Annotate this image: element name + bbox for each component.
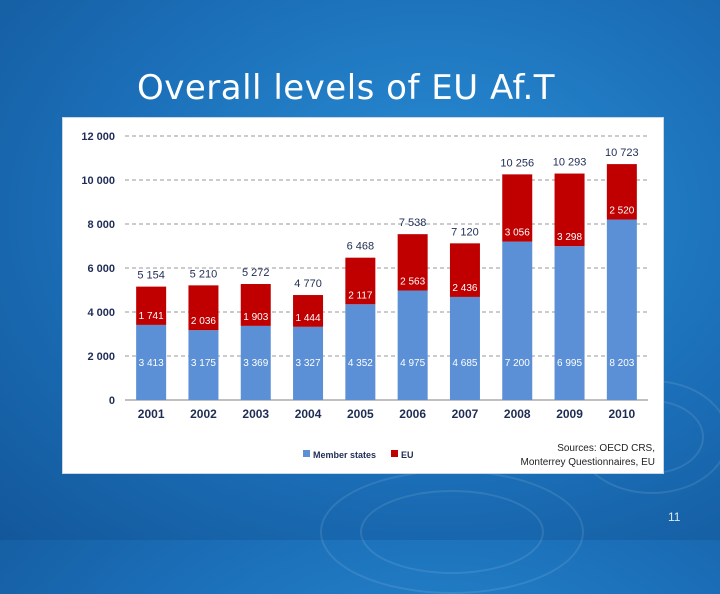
data-label-total: 10 723 <box>605 147 639 159</box>
y-tick-label: 4 000 <box>87 307 115 319</box>
data-label-eu: 2 036 <box>191 316 216 327</box>
data-label-total: 5 272 <box>242 267 270 279</box>
data-label-eu: 1 741 <box>139 311 164 322</box>
data-label-total: 5 154 <box>137 270 165 282</box>
y-tick-label: 10 000 <box>81 175 115 187</box>
y-tick-label: 0 <box>109 395 115 407</box>
data-label-eu: 2 117 <box>348 290 373 301</box>
data-label-member-states: 3 327 <box>296 358 321 369</box>
x-tick-label: 2008 <box>504 407 531 421</box>
stacked-bar-chart: 0 2 000 4 000 6 000 8 000 10 000 12 000 3 413 1 … <box>81 131 655 468</box>
source-note: Sources: OECD CRS, <box>557 443 655 454</box>
bar-member-states <box>293 326 324 400</box>
bar-member-states <box>345 304 376 400</box>
data-label-eu: 1 903 <box>243 312 268 323</box>
data-label-member-states: 6 995 <box>557 358 582 369</box>
bar-member-states <box>136 324 167 400</box>
bar-member-states <box>188 330 219 400</box>
bar-eu <box>606 164 637 220</box>
data-label-eu: 1 444 <box>296 313 321 324</box>
data-label-member-states: 4 352 <box>348 358 373 369</box>
data-label-eu: 3 298 <box>557 232 582 243</box>
y-tick-label: 12 000 <box>81 131 115 143</box>
data-label-member-states: 4 685 <box>452 358 477 369</box>
x-tick-label: 2009 <box>556 407 583 421</box>
x-tick-label: 2010 <box>608 407 635 421</box>
data-label-total: 7 538 <box>399 217 427 229</box>
bar-member-states <box>240 325 271 400</box>
x-tick-label: 2001 <box>138 407 165 421</box>
x-tick-label: 2006 <box>399 407 426 421</box>
x-tick-label: 2007 <box>452 407 479 421</box>
legend-label-eu: EU <box>401 450 414 460</box>
slide-title: Overall levels of EU Af.T <box>137 68 556 108</box>
data-label-member-states: 7 200 <box>505 358 530 369</box>
bar-eu <box>554 173 585 247</box>
data-label-member-states: 4 975 <box>400 358 425 369</box>
data-label-member-states: 3 175 <box>191 358 216 369</box>
bar-eu <box>502 174 533 242</box>
decorative-ripple <box>360 490 544 574</box>
data-label-total: 7 120 <box>451 226 479 238</box>
y-tick-label: 2 000 <box>87 351 115 363</box>
x-tick-label: 2002 <box>190 407 217 421</box>
data-label-total: 6 468 <box>347 241 375 253</box>
data-label-eu: 3 056 <box>505 228 530 239</box>
data-label-total: 10 293 <box>553 157 587 169</box>
x-tick-label: 2004 <box>295 407 322 421</box>
bar-member-states <box>449 296 480 400</box>
source-note: Monterrey Questionnaires, EU <box>520 457 655 468</box>
data-label-total: 10 256 <box>500 157 534 169</box>
data-label-total: 5 210 <box>190 268 218 280</box>
page-number: 11 <box>668 510 681 524</box>
bar-eu <box>188 285 219 331</box>
legend-swatch-member-states <box>303 450 310 457</box>
bar-eu <box>345 257 376 305</box>
x-tick-label: 2005 <box>347 407 374 421</box>
bar-eu <box>397 234 428 291</box>
legend-swatch-eu <box>391 450 398 457</box>
x-tick-label: 2003 <box>242 407 269 421</box>
bar-eu <box>136 286 167 325</box>
bar-eu <box>449 243 480 297</box>
data-label-member-states: 3 413 <box>139 358 164 369</box>
bar-member-states <box>606 219 637 400</box>
chart-panel: 0 2 000 4 000 6 000 8 000 10 000 12 000 3 413 1 … <box>62 117 664 474</box>
bar-member-states <box>502 241 533 400</box>
data-label-eu: 2 520 <box>609 206 634 217</box>
data-label-eu: 2 436 <box>452 283 477 294</box>
y-tick-label: 8 000 <box>87 219 115 231</box>
bar-eu <box>293 295 324 327</box>
bar-member-states <box>397 290 428 400</box>
data-label-total: 4 770 <box>294 278 322 290</box>
legend-label-member-states: Member states <box>313 450 376 460</box>
y-tick-label: 6 000 <box>87 263 115 275</box>
bar-member-states <box>554 246 585 400</box>
data-label-member-states: 3 369 <box>243 358 268 369</box>
data-label-member-states: 8 203 <box>609 358 634 369</box>
data-label-eu: 2 563 <box>400 277 425 288</box>
bar-eu <box>240 284 271 326</box>
